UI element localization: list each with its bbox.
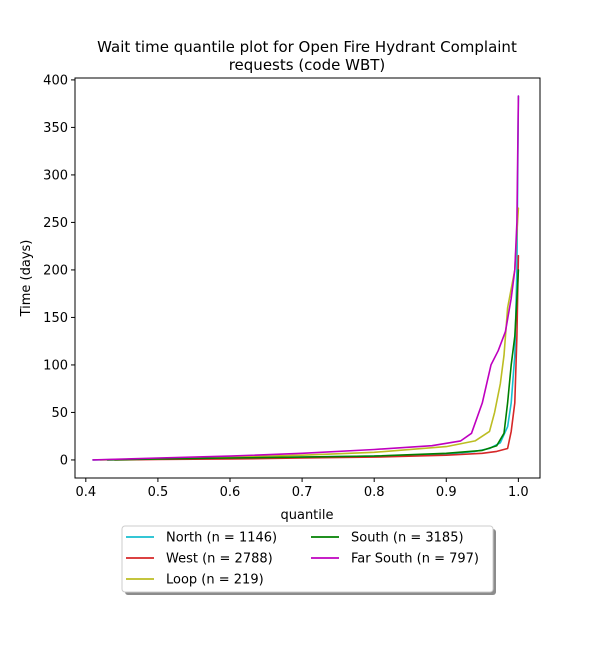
y-tick-label: 0 [60, 453, 68, 468]
x-tick-label: 0.5 [148, 485, 169, 500]
y-tick-label: 250 [43, 216, 68, 231]
y-tick-label: 200 [43, 263, 68, 278]
series-line-4 [106, 269, 520, 461]
chart-title-line-2: requests (code WBT) [229, 56, 386, 74]
series-line-2 [113, 254, 520, 461]
plot-frame [74, 77, 541, 479]
legend-label: North (n = 1146) [166, 531, 277, 546]
x-tick-label: 0.7 [292, 485, 313, 500]
x-tick-label: 0.8 [364, 485, 385, 500]
x-axis-label: quantile [280, 508, 333, 523]
y-tick-label: 300 [43, 168, 68, 183]
legend-label: West (n = 2788) [166, 552, 273, 567]
legend-label: Loop (n = 219) [166, 573, 264, 588]
legend-label: Far South (n = 797) [351, 552, 479, 567]
x-axis-ticks: 0.4 0.5 0.6 0.7 0.8 0.9 1.0 [75, 478, 529, 500]
x-tick-label: 0.9 [436, 485, 457, 500]
x-tick-label: 1.0 [508, 485, 529, 500]
legend-label: South (n = 3185) [351, 531, 464, 546]
series-line-5 [92, 95, 520, 461]
y-axis-ticks: 0 50 100 150 200 250 300 350 400 [43, 73, 75, 468]
y-tick-label: 50 [51, 406, 68, 421]
series-line-3 [99, 207, 520, 461]
x-tick-label: 0.4 [75, 485, 96, 500]
plot-lines [92, 95, 520, 461]
legend-items: North (n = 1146) West (n = 2788) Loop (n =… [126, 531, 479, 588]
legend: North (n = 1146) West (n = 2788) Loop (n =… [121, 525, 496, 595]
y-tick-label: 350 [43, 121, 68, 136]
chart-title-line-1: Wait time quantile plot for Open Fire Hy… [97, 38, 517, 56]
series-line-1 [92, 95, 520, 461]
y-tick-label: 100 [43, 358, 68, 373]
y-tick-label: 400 [43, 73, 68, 88]
x-tick-label: 0.6 [220, 485, 241, 500]
legend-box [121, 525, 494, 593]
y-axis-label: Time (days) [19, 240, 34, 318]
y-tick-label: 150 [43, 311, 68, 326]
